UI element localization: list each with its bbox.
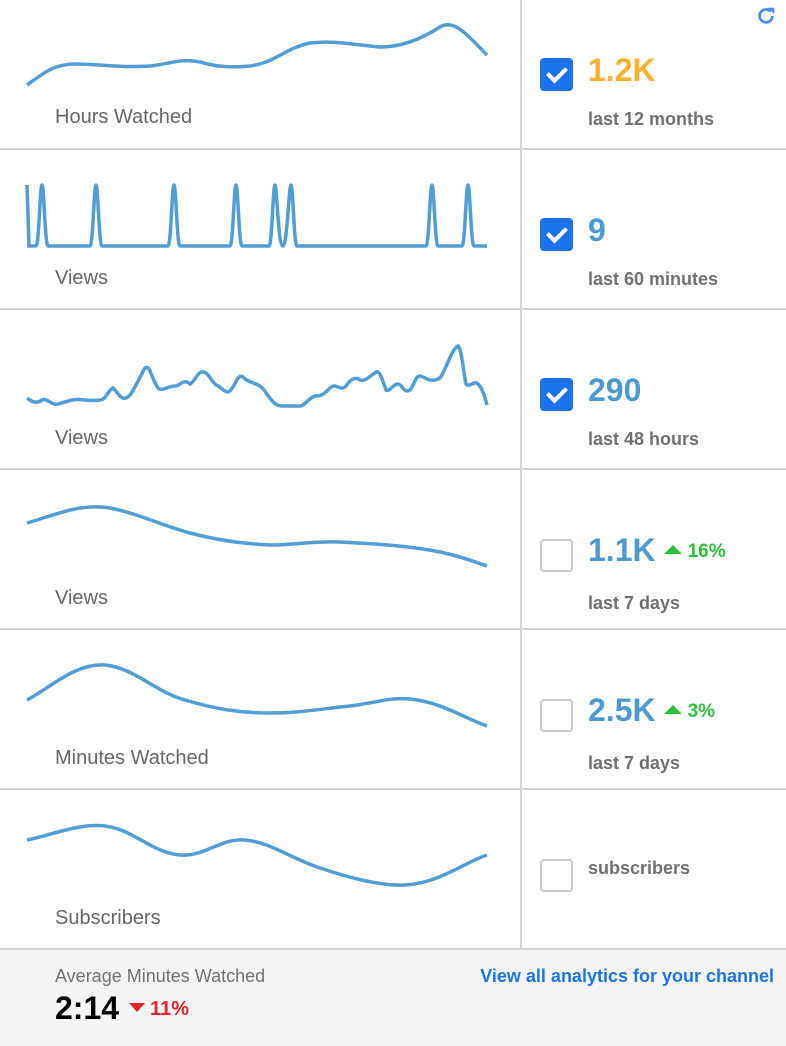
card-title: Views: [55, 267, 108, 289]
card-value: 290: [588, 372, 642, 408]
card-period: last 60 minutes: [588, 269, 719, 289]
average-value: 2:14: [55, 990, 120, 1026]
card-hours-watched: Hours Watched 1.2K last 12 months: [0, 0, 786, 150]
card-period: last 7 days: [588, 593, 681, 613]
card-period: last 48 hours: [588, 429, 700, 449]
change-up: 16%: [664, 541, 726, 562]
card-checkbox[interactable]: [540, 378, 573, 411]
card-subscribers: Subscribers subscribers: [0, 790, 786, 950]
card-checkbox[interactable]: [540, 218, 573, 251]
change-value: 11%: [150, 998, 189, 1020]
card-views-60min: Views 9 last 60 minutes: [0, 150, 786, 310]
card-value: 9: [588, 212, 606, 248]
down-arrow-icon: [129, 1003, 146, 1012]
card-value: 1.1K 16%: [588, 532, 726, 569]
card-checkbox[interactable]: [540, 699, 573, 732]
view-all-analytics-link[interactable]: View all analytics for your channel: [480, 966, 774, 986]
sparkline: [26, 505, 488, 568]
sparkline: [25, 23, 489, 87]
card-period: subscribers: [588, 858, 691, 878]
footer-value: 2:14 11%: [55, 990, 189, 1027]
card-title: Minutes Watched: [55, 747, 209, 769]
sparkline: [26, 823, 488, 887]
card-period: last 12 months: [588, 109, 715, 129]
sparkline: [25, 343, 489, 408]
value-number: 1.1K: [588, 532, 656, 568]
card-views-7d: Views 1.1K 16% last 7 days: [0, 470, 786, 630]
sparkline: [25, 183, 487, 248]
value-number: 2.5K: [588, 692, 656, 728]
footer: Average Minutes Watched 2:14 11% View all…: [0, 950, 786, 1046]
card-checkbox[interactable]: [540, 539, 573, 572]
card-title: Subscribers: [55, 907, 161, 929]
card-value: 2.5K 3%: [588, 692, 715, 729]
card-period: last 7 days: [588, 753, 681, 773]
card-checkbox[interactable]: [540, 58, 573, 91]
card-title: Views: [55, 427, 108, 449]
change-down: 11%: [129, 998, 189, 1020]
card-value: 1.2K: [588, 52, 656, 88]
refresh-icon[interactable]: [755, 5, 777, 27]
change-up: 3%: [664, 701, 715, 722]
card-title: Views: [55, 587, 108, 609]
card-minutes-watched: Minutes Watched 2.5K 3% last 7 days: [0, 630, 786, 790]
card-checkbox[interactable]: [540, 859, 573, 892]
card-views-48h: Views 290 last 48 hours: [0, 310, 786, 470]
card-title: Hours Watched: [55, 106, 193, 128]
footer-label: Average Minutes Watched: [55, 966, 266, 986]
sparkline: [26, 663, 488, 728]
